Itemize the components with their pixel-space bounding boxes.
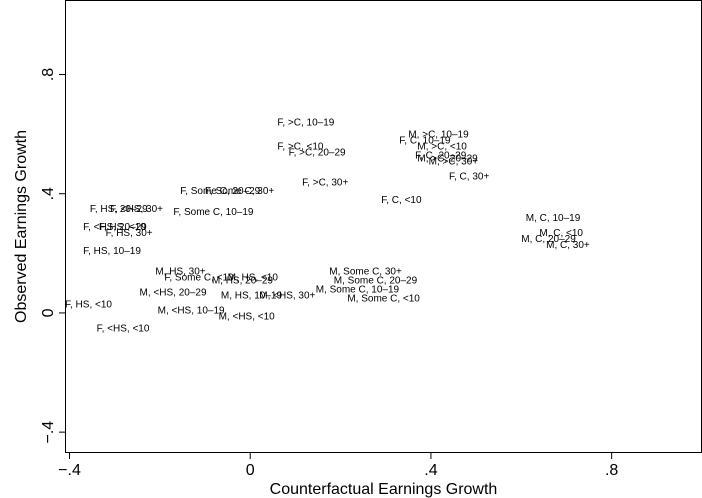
point-label: M, >C, <10 <box>417 142 467 153</box>
point-label: F, HS, <10 <box>65 299 112 310</box>
point-label: M, HS, 20–29 <box>212 276 274 287</box>
point-label: F, C, 20–29 <box>415 150 467 161</box>
point-label: F, C, 10–19 <box>399 136 451 147</box>
point-label: M, >C, 30+ <box>429 156 479 167</box>
x-tick-label: −.4 <box>58 462 81 479</box>
x-tick-label: 0 <box>246 462 255 479</box>
point-label: M, >C, 10–19 <box>408 130 469 141</box>
point-label: F, >C, 30+ <box>302 177 348 188</box>
point-label: M, Some C, 30+ <box>329 267 402 278</box>
y-tick-label: .8 <box>40 68 57 81</box>
point-label: F, HS, 30+ <box>106 228 153 239</box>
point-label: F, C, 30+ <box>449 171 489 182</box>
point-label: F, >C, 10–19 <box>277 118 334 129</box>
point-label: F, <HS, 20–29 <box>83 222 147 233</box>
point-label: M, <HS, 30+ <box>259 291 315 302</box>
y-tick-label: −.4 <box>40 421 57 444</box>
x-tick-label: .4 <box>424 462 437 479</box>
point-label: M, <HS, 10–19 <box>158 305 225 316</box>
point-label: M, C, 10–19 <box>526 213 581 224</box>
x-axis-title: Counterfactual Earnings Growth <box>270 481 498 498</box>
point-label: M, Some C, 20–29 <box>334 276 418 287</box>
point-label: F, <HS, 30+ <box>110 204 163 215</box>
point-label: F, C, <10 <box>381 195 422 206</box>
x-tick-label: .8 <box>605 462 618 479</box>
point-label: M, C, <10 <box>539 228 583 239</box>
plot-frame <box>65 0 702 453</box>
point-label: F, HS, <10 <box>99 222 146 233</box>
point-label: F, Some C, 20–29 <box>180 186 260 197</box>
y-tick-label: .4 <box>40 187 57 200</box>
y-axis-title: Observed Earnings Growth <box>13 130 30 323</box>
point-label: M, <HS, 20–29 <box>140 288 207 299</box>
point-label: M, Some C, 10–19 <box>316 285 400 296</box>
point-label: M, <HS, <10 <box>219 311 276 322</box>
plot-border <box>65 0 702 453</box>
point-label: M, C, 30+ <box>546 240 590 251</box>
point-label: F, HS, 10–19 <box>83 246 141 257</box>
point-label: M, HS, <10 <box>228 273 279 284</box>
point-label: F, >C, <10 <box>277 142 324 153</box>
point-label: F, Some C, <10 <box>164 273 234 284</box>
y-tick-label: 0 <box>40 308 57 317</box>
point-label: F, Some C, 30+ <box>205 186 274 197</box>
point-label: F, >C, 20–29 <box>289 147 346 158</box>
point-label: M, HS, 30+ <box>155 267 205 278</box>
point-label: M, Some C, <10 <box>347 294 420 305</box>
point-label: M, HS, 10–19 <box>221 291 283 302</box>
point-label: M, >C, 20–29 <box>417 153 478 164</box>
axis-ticks: −.4 0 .4 .8 −.4 0 .4 .8 <box>40 68 618 479</box>
point-label: F, HS, 20–29 <box>90 204 148 215</box>
point-label: F, <HS, <10 <box>97 323 150 334</box>
point-label: F, Some C, 10–19 <box>173 207 253 218</box>
point-label: M, C, 20–29 <box>521 234 576 245</box>
point-labels: F, >C, 10–19 F, >C, <10F, >C, 20–29 F, >C,… <box>65 118 590 335</box>
